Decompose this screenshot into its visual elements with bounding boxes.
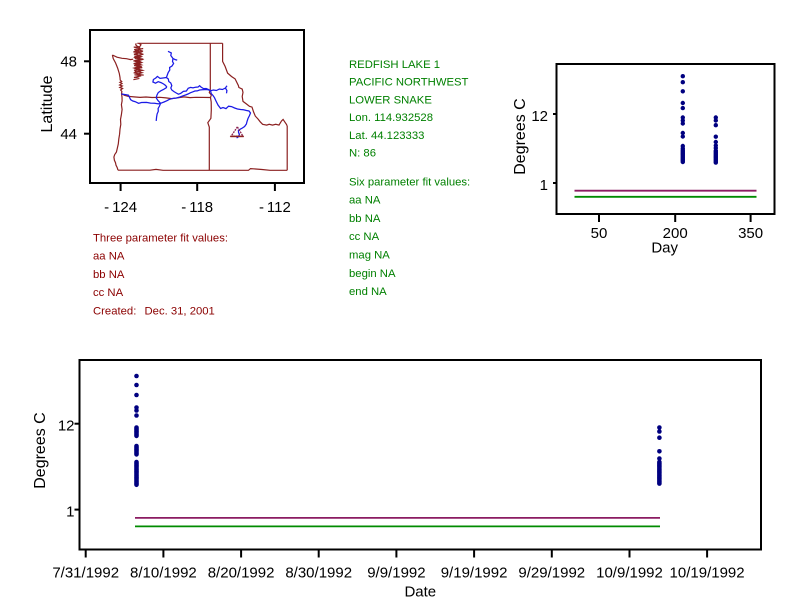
svg-text:7/31/1992: 7/31/1992 xyxy=(52,565,119,582)
svg-text:bb NA: bb NA xyxy=(93,269,125,281)
svg-text:Lat. 44.123333: Lat. 44.123333 xyxy=(349,130,424,142)
svg-text:aa NA: aa NA xyxy=(349,195,381,207)
svg-text:cc NA: cc NA xyxy=(349,231,380,243)
svg-text:48: 48 xyxy=(60,54,77,71)
svg-text:10/9/1992: 10/9/1992 xyxy=(596,565,663,582)
svg-text:9/19/1992: 9/19/1992 xyxy=(441,565,508,582)
svg-text:Six parameter fit values:: Six parameter fit values: xyxy=(349,176,470,188)
svg-text:44: 44 xyxy=(60,126,77,143)
svg-text:1: 1 xyxy=(66,504,74,521)
svg-text:350: 350 xyxy=(738,225,763,242)
svg-text:Dec. 31, 2001: Dec. 31, 2001 xyxy=(145,306,215,318)
svg-text:Lon. 114.932528: Lon. 114.932528 xyxy=(349,112,433,124)
svg-text:Created:: Created: xyxy=(93,306,136,318)
svg-text:PACIFIC NORTHWEST: PACIFIC NORTHWEST xyxy=(349,77,469,89)
svg-text:Degrees C: Degrees C xyxy=(32,412,49,488)
svg-text:8/20/1992: 8/20/1992 xyxy=(208,565,275,582)
svg-text:begin NA: begin NA xyxy=(349,268,396,280)
svg-text:mag NA: mag NA xyxy=(349,250,390,262)
svg-text:9/29/1992: 9/29/1992 xyxy=(518,565,585,582)
svg-text:12: 12 xyxy=(531,108,548,125)
svg-text:Date: Date xyxy=(404,584,436,601)
svg-text:12: 12 xyxy=(58,418,75,435)
svg-text:- 112: - 112 xyxy=(259,199,291,216)
svg-text:- 118: - 118 xyxy=(181,199,213,216)
svg-text:8/10/1992: 8/10/1992 xyxy=(130,565,197,582)
svg-text:1: 1 xyxy=(540,177,548,194)
svg-text:bb NA: bb NA xyxy=(349,213,381,225)
svg-text:end NA: end NA xyxy=(349,286,387,298)
svg-text:- 124: - 124 xyxy=(104,199,137,216)
svg-text:Latitude: Latitude xyxy=(39,75,56,132)
svg-text:9/9/1992: 9/9/1992 xyxy=(367,565,425,582)
svg-text:50: 50 xyxy=(591,225,608,242)
svg-text:Day: Day xyxy=(651,240,678,257)
svg-text:8/30/1992: 8/30/1992 xyxy=(285,565,352,582)
svg-text:cc NA: cc NA xyxy=(93,287,124,299)
svg-text:Three parameter fit values:: Three parameter fit values: xyxy=(93,232,228,244)
svg-text:aa NA: aa NA xyxy=(93,251,125,263)
svg-text:LOWER SNAKE: LOWER SNAKE xyxy=(349,94,432,106)
svg-text:N: 86: N: 86 xyxy=(349,148,376,160)
svg-text:200: 200 xyxy=(663,225,688,242)
svg-text:10/19/1992: 10/19/1992 xyxy=(670,565,745,582)
svg-text:REDFISH LAKE 1: REDFISH LAKE 1 xyxy=(349,59,440,71)
svg-text:Degrees C: Degrees C xyxy=(512,98,529,174)
